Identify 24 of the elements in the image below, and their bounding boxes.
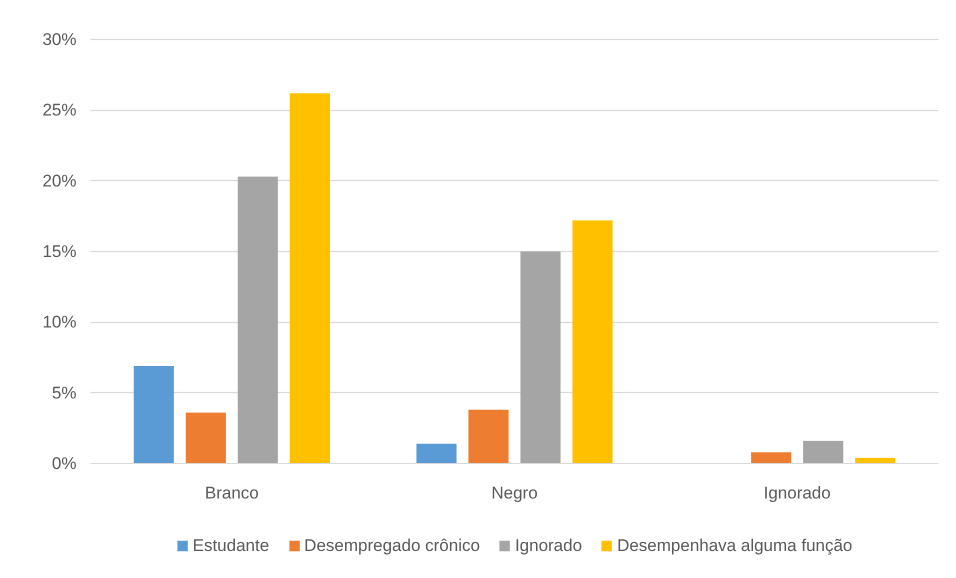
x-tick-label: Ignorado bbox=[764, 484, 831, 502]
bar bbox=[416, 444, 457, 464]
y-tick-label: 25% bbox=[42, 100, 77, 120]
bar bbox=[751, 452, 792, 464]
legend-label: Estudante bbox=[192, 536, 270, 556]
legend-label: Desempregado crônico bbox=[304, 536, 480, 556]
bar bbox=[572, 220, 613, 464]
x-tick-label: Negro bbox=[491, 484, 538, 502]
legend-label: Ignorado bbox=[514, 536, 582, 556]
y-tick-label: 20% bbox=[42, 171, 77, 190]
y-tick-label: 15% bbox=[42, 242, 77, 261]
bar bbox=[186, 412, 226, 464]
y-tick-label: 0% bbox=[52, 454, 77, 473]
bar bbox=[803, 440, 844, 464]
x-tick-label: Branco bbox=[204, 484, 259, 502]
y-tick-label: 5% bbox=[52, 383, 77, 402]
bar bbox=[238, 176, 278, 464]
bar bbox=[134, 366, 174, 464]
y-tick-label: 10% bbox=[42, 312, 77, 332]
bar bbox=[520, 252, 561, 464]
bar bbox=[468, 410, 509, 464]
legend-label: Desempenhava alguma função bbox=[617, 536, 852, 556]
y-tick-label: 30% bbox=[42, 30, 77, 49]
bar bbox=[290, 93, 330, 464]
